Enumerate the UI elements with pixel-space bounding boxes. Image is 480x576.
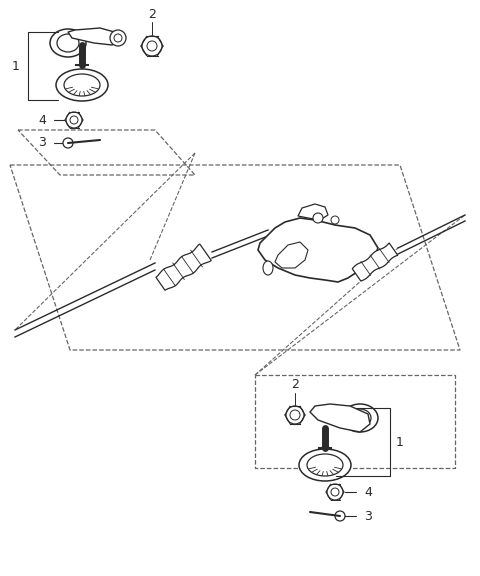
Text: 2: 2 <box>148 9 156 21</box>
Ellipse shape <box>299 449 351 481</box>
Ellipse shape <box>66 112 82 128</box>
Ellipse shape <box>70 116 78 124</box>
Ellipse shape <box>331 216 339 224</box>
Ellipse shape <box>114 34 122 42</box>
Ellipse shape <box>331 488 339 496</box>
Polygon shape <box>310 404 370 432</box>
Polygon shape <box>156 244 211 290</box>
Text: 2: 2 <box>291 378 299 392</box>
Ellipse shape <box>63 138 73 148</box>
Polygon shape <box>352 243 398 281</box>
Ellipse shape <box>57 34 79 52</box>
Text: 1: 1 <box>12 59 20 73</box>
Ellipse shape <box>349 409 371 427</box>
Ellipse shape <box>327 484 343 500</box>
Text: 4: 4 <box>364 486 372 498</box>
Ellipse shape <box>307 454 343 476</box>
Polygon shape <box>298 204 328 220</box>
Ellipse shape <box>263 261 273 275</box>
Ellipse shape <box>142 36 162 56</box>
Ellipse shape <box>342 404 378 432</box>
Ellipse shape <box>64 74 100 96</box>
Polygon shape <box>275 242 308 268</box>
Ellipse shape <box>313 213 323 223</box>
Ellipse shape <box>110 30 126 46</box>
Ellipse shape <box>147 41 157 51</box>
Ellipse shape <box>56 69 108 101</box>
Ellipse shape <box>286 406 304 424</box>
Ellipse shape <box>50 29 86 57</box>
Text: 4: 4 <box>38 113 46 127</box>
Text: 3: 3 <box>38 137 46 150</box>
Ellipse shape <box>290 410 300 420</box>
Polygon shape <box>258 218 378 282</box>
Text: 3: 3 <box>364 510 372 522</box>
Text: 3220: 3220 <box>272 241 304 253</box>
Ellipse shape <box>335 511 345 521</box>
Text: 1: 1 <box>396 435 404 449</box>
Polygon shape <box>68 28 120 45</box>
